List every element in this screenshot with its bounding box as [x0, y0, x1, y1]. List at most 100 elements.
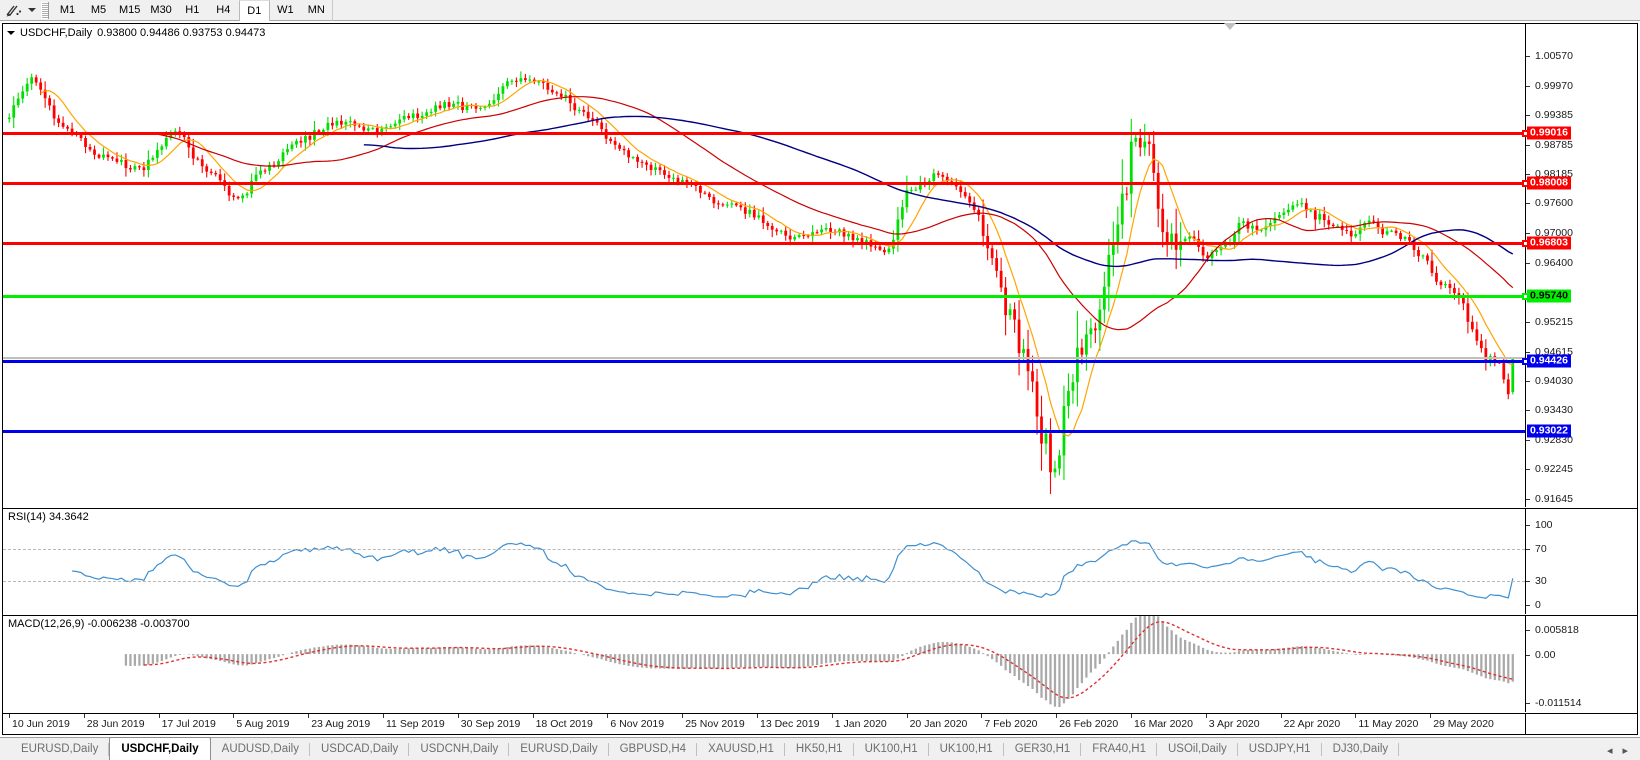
timeframe-button-m15[interactable]: M15 [119, 3, 141, 16]
date-axis-label: 26 Feb 2020 [1059, 718, 1119, 730]
date-axis-tick [682, 714, 684, 718]
price-tag-resistance-1[interactable]: 0.99016 [1527, 126, 1571, 140]
rsi-plot-area[interactable] [3, 509, 1525, 614]
chart-tab-dj30-daily[interactable]: DJ30,Daily [1322, 739, 1400, 760]
timeframe-button-m1[interactable]: M1 [59, 3, 76, 16]
price-axis-label: 0.97000 [1535, 227, 1573, 240]
price-tag-resistance-3[interactable]: 0.96803 [1527, 236, 1571, 250]
rsi-axis-label: 100 [1535, 519, 1553, 531]
chart-tab-usdcnh-daily[interactable]: USDCNH,Daily [409, 739, 510, 760]
macd-axis-tick [1526, 630, 1530, 631]
tab-nav-controls: ◂ ▸ [1607, 744, 1640, 760]
timeframe-button-h4[interactable]: H4 [216, 3, 231, 16]
price-tag-pivot-green[interactable]: 0.95740 [1527, 289, 1571, 303]
macd-axis-tick [1526, 654, 1530, 656]
rsi-axis-tick [1526, 581, 1530, 582]
timeframe-button-h1[interactable]: H1 [185, 3, 200, 16]
macd-plot-area[interactable] [3, 616, 1525, 712]
date-axis-label: 23 Aug 2019 [311, 718, 371, 730]
price-axis-label: 0.95215 [1535, 315, 1573, 328]
date-axis-tick [1205, 714, 1207, 718]
price-axis-label: 0.94030 [1535, 374, 1573, 387]
macd-axis-label: -0.011514 [1535, 697, 1582, 709]
price-axis-label: 0.97600 [1535, 197, 1573, 210]
chart-tab-gbpusd-h4[interactable]: GBPUSD,H4 [609, 739, 698, 760]
price-axis-label: 0.99385 [1535, 108, 1573, 121]
date-axis-tick [1280, 714, 1282, 718]
date-axis-label: 17 Jul 2019 [161, 718, 216, 730]
price-plot-area[interactable] [3, 24, 1529, 507]
rsi-axis: 100 70 30 0 [1525, 509, 1637, 614]
timeframe-button-mn[interactable]: MN [307, 3, 325, 16]
level-line-resistance-3[interactable] [3, 239, 1529, 247]
chart-ohlc-values: 0.93800 0.94486 0.93753 0.94473 [97, 27, 266, 39]
date-axis-tick [158, 714, 160, 718]
chart-tab-usdjpy-h1[interactable]: USDJPY,H1 [1238, 739, 1322, 760]
cursor-crosshair-icon[interactable] [0, 1, 26, 20]
chart-tab-uk100-h1[interactable]: UK100,H1 [929, 739, 1004, 760]
date-axis-label: 11 Sep 2019 [386, 718, 445, 730]
price-axis-tick [1526, 85, 1530, 87]
chart-tab-usoil-daily[interactable]: USOil,Daily [1157, 739, 1238, 760]
price-tag-support-1[interactable]: 0.94426 [1527, 354, 1571, 368]
timeframe-button-m5[interactable]: M5 [90, 3, 107, 16]
rsi-axis-tick [1526, 525, 1530, 526]
macd-axis: 0.005818 0.00 -0.011514 [1525, 616, 1637, 712]
price-axis-tick [1526, 410, 1530, 412]
date-axis-label: 20 Jan 2020 [909, 718, 968, 730]
date-axis-label: 7 Feb 2020 [984, 718, 1038, 730]
date-axis-label: 28 Jun 2019 [86, 718, 145, 730]
rsi-axis-tick [1526, 549, 1530, 550]
date-axis[interactable]: 10 Jun 2019 28 Jun 2019 17 Jul 2019 5 Aug 2… [3, 713, 1637, 734]
chart-tab-ger30-h1[interactable]: GER30,H1 [1004, 739, 1082, 760]
level-line-support-2[interactable] [3, 429, 1525, 433]
price-tag-resistance-2[interactable]: 0.98008 [1527, 176, 1571, 190]
rsi-axis-label: 0 [1535, 599, 1541, 611]
chart-tab-xauusd-h1[interactable]: XAUUSD,H1 [697, 739, 785, 760]
toolbar-drag-handle[interactable] [41, 1, 49, 19]
timeframe-button-m30[interactable]: M30 [150, 3, 172, 16]
date-axis-tick [981, 714, 983, 718]
toolbar-dropdown-icon[interactable] [26, 1, 38, 20]
chart-tab-hk50-h1[interactable]: HK50,H1 [785, 739, 854, 760]
date-axis-label: 6 Nov 2019 [610, 718, 665, 730]
macd-pane: MACD(12,26,9) -0.006238 -0.003700 0.0058… [3, 615, 1637, 712]
macd-axis-tick [1526, 703, 1530, 704]
date-axis-tick [906, 714, 908, 718]
level-line-resistance-2[interactable] [3, 180, 1529, 188]
chart-tab-uk100-h1[interactable]: UK100,H1 [854, 739, 929, 760]
chart-tab-eurusd-daily[interactable]: EURUSD,Daily [509, 739, 609, 760]
chart-tab-eurusd-daily[interactable]: EURUSD,Daily [10, 739, 110, 760]
chart-tab-bar: EURUSD,Daily USDCHF,Daily AUDUSD,Daily USDC… [0, 737, 1640, 760]
chart-symbol-label: USDCHF,Daily [20, 27, 93, 39]
chevron-down-icon[interactable] [7, 31, 15, 35]
level-line-support-1[interactable] [3, 357, 1529, 365]
level-line-pivot-green[interactable] [3, 292, 1529, 300]
rsi-oversold-line [3, 581, 1525, 582]
date-axis-tick [532, 714, 534, 718]
timeframe-button-w1[interactable]: W1 [277, 3, 294, 16]
price-axis-tick [1526, 56, 1530, 57]
tab-prev-icon[interactable]: ◂ [1606, 745, 1613, 757]
chart-tab-fra40-h1[interactable]: FRA40,H1 [1081, 739, 1157, 760]
price-axis-label: 0.92245 [1535, 463, 1573, 476]
level-line-resistance-1[interactable] [3, 130, 1529, 138]
price-axis-label: 0.92830 [1535, 434, 1573, 447]
tab-next-icon[interactable]: ▸ [1622, 745, 1628, 757]
price-axis-tick [1526, 203, 1530, 205]
timeframe-button-d1[interactable]: D1 [238, 0, 270, 21]
price-axis-tick [1526, 114, 1530, 116]
price-pane: USDCHF,Daily 0.93800 0.94486 0.93753 0.9… [3, 24, 1637, 507]
chart-tab-audusd-daily[interactable]: AUDUSD,Daily [211, 739, 311, 760]
chart-tab-usdchf-daily[interactable]: USDCHF,Daily [109, 737, 211, 760]
price-axis-label: 0.99970 [1535, 79, 1573, 92]
date-axis-label: 29 May 2020 [1433, 718, 1494, 730]
chart-tab-usdcad-daily[interactable]: USDCAD,Daily [310, 739, 410, 760]
chart-header: USDCHF,Daily 0.93800 0.94486 0.93753 0.9… [7, 26, 265, 40]
date-axis-tick [457, 714, 459, 718]
price-tag-support-2[interactable]: 0.93022 [1527, 424, 1571, 438]
rsi-axis-label: 30 [1535, 575, 1547, 587]
price-axis-label: 0.93430 [1535, 404, 1573, 417]
macd-axis-label: 0.005818 [1535, 624, 1579, 636]
price-axis[interactable]: 1.00570 0.99970 0.99385 0.98785 0.98185 0.976… [1525, 24, 1637, 507]
